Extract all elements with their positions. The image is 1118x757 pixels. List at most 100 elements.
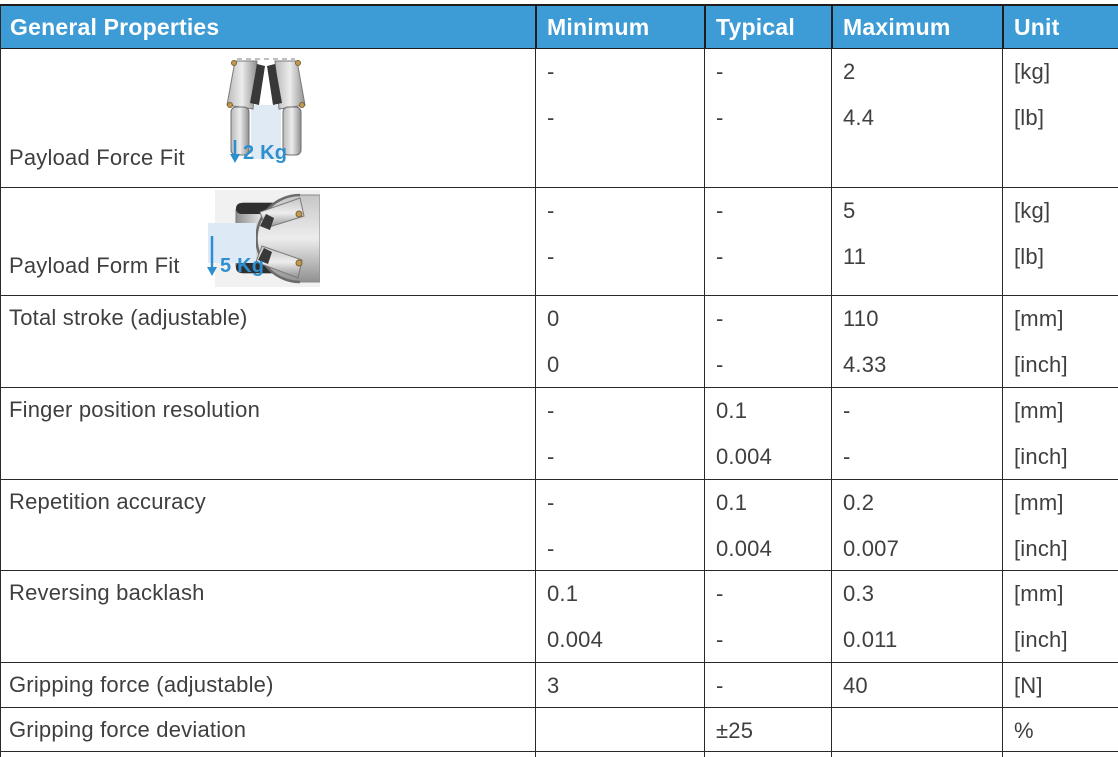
unit-value: [inch] — [1014, 536, 1068, 561]
property-label: Repetition accuracy — [9, 489, 207, 514]
max-value: 0.011 — [843, 627, 898, 652]
min-cell: 3 — [535, 663, 704, 707]
max-value: 2 — [843, 59, 856, 84]
typical-value: 0.004 — [716, 444, 773, 469]
max-value: - — [843, 398, 851, 423]
property-label: Total stroke (adjustable) — [9, 305, 248, 330]
table-row: Repetition accuracy - - 0.1 0.004 0.2 0.… — [1, 480, 1118, 571]
max-cell — [831, 708, 1002, 751]
unit-cell: [mm] [inch] — [1002, 480, 1118, 570]
min-value: - — [547, 59, 555, 84]
payload-weight-badge: 5 Kg — [206, 236, 264, 276]
min-value — [547, 716, 704, 757]
unit-value: [mm] — [1014, 306, 1064, 331]
unit-value: [N] — [1014, 673, 1043, 698]
property-label: Reversing backlash — [9, 580, 205, 605]
header-col-minimum: Minimum — [535, 6, 704, 48]
min-value: 3 — [547, 673, 560, 698]
unit-value: [kg] — [1014, 198, 1051, 223]
min-cell: - - — [535, 388, 704, 479]
typical-cell: - - — [704, 296, 831, 387]
min-cell — [535, 708, 704, 751]
typical-value: - — [716, 352, 724, 377]
unit-cell: [mm] [inch] — [1002, 296, 1118, 387]
typical-value: - — [716, 627, 724, 652]
max-value: 0.2 — [843, 490, 875, 515]
typical-value: 0.004 — [716, 536, 773, 561]
property-label: Payload Force Fit — [9, 145, 185, 170]
typical-value: 0.1 — [716, 398, 748, 423]
arrow-down-icon — [207, 236, 217, 276]
min-value: 0 — [547, 306, 560, 331]
typical-cell: 0.1 0.004 — [704, 480, 831, 570]
max-cell: - - — [831, 388, 1002, 479]
min-value: - — [547, 490, 555, 515]
max-value: - — [843, 444, 851, 469]
max-cell: 40 — [831, 663, 1002, 707]
property-cell: Repetition accuracy — [1, 480, 535, 570]
table-row: Gripping force (adjustable) 3 - 40 [N] — [1, 663, 1118, 708]
unit-cell: [kg] [lb] — [1002, 49, 1118, 187]
typical-cell: 0.1 0.004 — [704, 388, 831, 479]
table-row: 2 Kg Payload Force Fit - - - - 2 4.4 [kg… — [1, 49, 1118, 188]
max-value: 110 — [843, 306, 879, 331]
min-value: - — [547, 105, 555, 130]
min-value: 0.1 — [547, 581, 579, 606]
min-value: - — [547, 198, 555, 223]
unit-value: [inch] — [1014, 627, 1068, 652]
payload-weight-label: 5 Kg — [220, 255, 265, 277]
min-value: 0 — [547, 352, 560, 377]
property-cell: Gripping force (adjustable) — [1, 663, 535, 707]
table-row: 5 Kg Payload Form Fit - - - - 5 11 [kg] … — [1, 188, 1118, 296]
typical-cell: - - — [704, 49, 831, 187]
table-row: Total stroke (adjustable) 0 0 - - 110 4.… — [1, 296, 1118, 388]
table-row: Finger position resolution - - 0.1 0.004… — [1, 388, 1118, 480]
unit-cell: [N] — [1002, 663, 1118, 707]
typical-cell: - - — [704, 571, 831, 662]
header-col-unit: Unit — [1002, 6, 1118, 48]
unit-value: [inch] — [1014, 352, 1068, 377]
property-cell: Finger position resolution — [1, 388, 535, 479]
unit-cell: % — [1002, 708, 1118, 751]
typical-value: - — [716, 673, 724, 698]
max-cell: 0.3 0.011 — [831, 571, 1002, 662]
property-label: Finger position resolution — [9, 397, 261, 422]
table-header-row: General Properties Minimum Typical Maxim… — [1, 6, 1118, 49]
min-cell: 0 0 — [535, 296, 704, 387]
typical-value: 0.1 — [716, 490, 748, 515]
unit-cell: [mm] [inch] — [1002, 571, 1118, 662]
min-cell: 0.1 0.004 — [535, 571, 704, 662]
max-value: 5 — [843, 198, 856, 223]
property-cell: Gripping force deviation — [1, 708, 535, 751]
header-col-maximum: Maximum — [831, 6, 1002, 48]
unit-cell: [kg] [lb] — [1002, 188, 1118, 295]
property-label: Payload Form Fit — [9, 253, 180, 278]
max-value: 4.4 — [843, 105, 875, 130]
max-cell: 5 11 — [831, 188, 1002, 295]
max-value — [843, 716, 1002, 757]
property-cell: 5 Kg Payload Form Fit — [1, 188, 535, 295]
header-col-typical: Typical — [704, 6, 831, 48]
payload-weight-badge: 2 Kg — [229, 139, 287, 163]
unit-value: % — [1014, 718, 1034, 743]
min-cell: - - — [535, 480, 704, 570]
property-label: Gripping force deviation — [9, 717, 247, 742]
typical-value: - — [716, 59, 724, 84]
typical-value: - — [716, 198, 724, 223]
typical-value: - — [716, 105, 724, 130]
min-cell: - - — [535, 49, 704, 187]
typical-cell: ±25 — [704, 708, 831, 751]
property-cell: 2 Kg Payload Force Fit — [1, 49, 535, 187]
unit-value: [mm] — [1014, 398, 1064, 423]
max-value: 0.007 — [843, 536, 900, 561]
typical-cell: - — [704, 663, 831, 707]
unit-value: [inch] — [1014, 444, 1068, 469]
unit-value: [mm] — [1014, 581, 1064, 606]
general-properties-table: General Properties Minimum Typical Maxim… — [0, 4, 1118, 757]
property-label: Gripping force (adjustable) — [9, 672, 274, 697]
max-value: 0.3 — [843, 581, 875, 606]
max-cell: 2 4.4 — [831, 49, 1002, 187]
typical-value: - — [716, 581, 724, 606]
arrow-down-icon — [230, 140, 240, 163]
